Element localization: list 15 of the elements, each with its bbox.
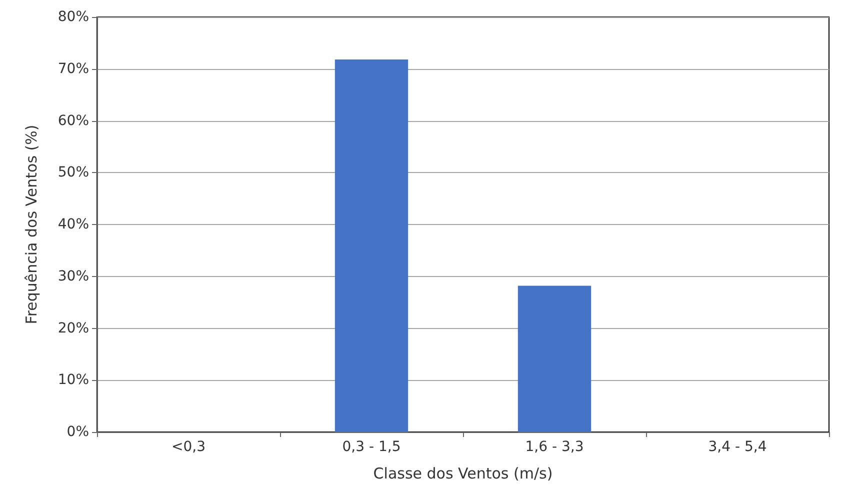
x-axis-title: Classe dos Ventos (m/s) <box>373 464 553 482</box>
x-tick-label: 1,6 - 3,3 <box>525 439 584 455</box>
y-axis-title: Frequência dos Ventos (%) <box>22 124 40 324</box>
y-tick-label: 70% <box>58 60 89 77</box>
x-tick-label: 3,4 - 5,4 <box>708 439 767 455</box>
x-tick-label: 0,3 - 1,5 <box>342 439 401 455</box>
y-tick-label: 0% <box>66 424 89 440</box>
y-tick-label: 60% <box>58 112 89 129</box>
y-tick-label: 80% <box>58 9 89 25</box>
y-tick-label: 40% <box>58 216 89 232</box>
y-tick-label: 10% <box>58 372 89 388</box>
y-tick-label: 50% <box>58 164 89 181</box>
x-tick-label: <0,3 <box>172 439 206 455</box>
y-tick-label: 30% <box>58 268 89 284</box>
y-tick-label: 20% <box>58 320 89 336</box>
